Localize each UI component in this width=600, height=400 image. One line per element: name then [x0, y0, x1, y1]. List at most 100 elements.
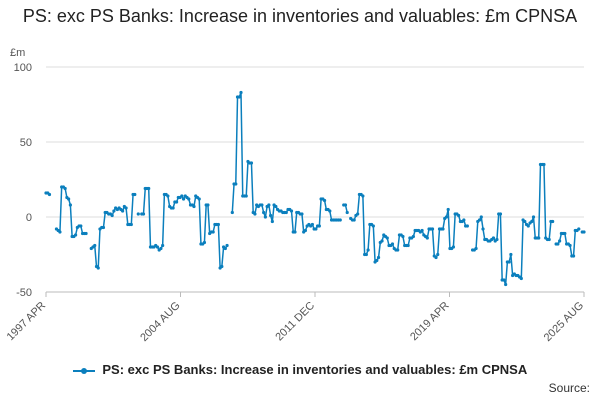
- data-point: [537, 236, 541, 240]
- x-tick-label-2: 2011 DEC: [273, 300, 317, 344]
- data-point: [79, 224, 83, 228]
- y-tick-label-2: 50: [20, 137, 32, 149]
- data-point: [526, 224, 530, 228]
- data-point: [74, 233, 78, 237]
- data-point: [133, 192, 137, 197]
- data-point: [385, 236, 389, 240]
- data-point: [47, 192, 52, 197]
- data-point: [568, 243, 572, 248]
- data-point: [338, 218, 342, 222]
- data-point: [551, 219, 555, 224]
- data-point: [366, 248, 370, 252]
- data-point: [457, 213, 461, 218]
- data-point: [530, 219, 534, 224]
- data-point: [249, 161, 254, 165]
- data-point: [310, 222, 314, 227]
- data-point: [206, 203, 210, 207]
- data-point: [124, 206, 128, 210]
- data-point: [343, 203, 348, 207]
- data-point: [161, 243, 165, 248]
- data-point: [234, 182, 238, 186]
- y-tick-label-1: 0: [26, 212, 32, 224]
- data-point: [93, 243, 97, 248]
- data-point: [269, 213, 273, 218]
- data-point: [444, 215, 449, 219]
- data-point: [136, 212, 140, 216]
- data-point: [411, 234, 415, 239]
- data-point: [112, 209, 116, 213]
- data-point: [406, 243, 410, 248]
- data-point: [481, 227, 485, 231]
- data-point: [477, 218, 482, 222]
- data-point: [474, 246, 478, 251]
- x-tick-label-4: 2025 AUG: [542, 300, 586, 344]
- data-point: [67, 197, 71, 201]
- data-point: [352, 218, 356, 222]
- data-point: [436, 252, 440, 257]
- data-point: [230, 210, 234, 215]
- data-point: [371, 224, 375, 228]
- series-line-0: [46, 91, 584, 286]
- data-point: [244, 194, 248, 198]
- data-point: [159, 246, 163, 251]
- data-point: [563, 231, 567, 236]
- data-point: [380, 239, 384, 243]
- legend-label: PS: exc PS Banks: Increase in inventorie…: [102, 362, 528, 377]
- data-point: [96, 266, 100, 270]
- data-point: [171, 206, 175, 210]
- data-point: [181, 197, 186, 201]
- data-point: [322, 198, 327, 203]
- data-point: [223, 246, 227, 251]
- data-point: [547, 237, 551, 242]
- data-point: [237, 95, 241, 99]
- data-point: [479, 215, 483, 219]
- data-point: [364, 252, 368, 257]
- data-point: [396, 248, 400, 252]
- data-point: [401, 234, 405, 239]
- data-point: [504, 282, 508, 287]
- data-point: [356, 212, 360, 216]
- data-point: [220, 264, 224, 269]
- data-point: [267, 203, 271, 207]
- data-point: [63, 186, 67, 191]
- data-point: [465, 224, 469, 228]
- data-point: [187, 197, 191, 201]
- data-point: [317, 224, 321, 228]
- data-point: [434, 255, 438, 260]
- data-point: [84, 231, 88, 236]
- data-point: [293, 230, 297, 234]
- data-point: [155, 245, 160, 249]
- data-point: [166, 194, 170, 198]
- data-point: [495, 237, 499, 242]
- data-point: [361, 194, 365, 198]
- series-layer: [44, 90, 586, 287]
- data-point: [523, 219, 527, 224]
- data-point: [462, 218, 466, 222]
- data-point: [58, 230, 62, 234]
- axes: -50 0 50 100 £m 1997 APR 2004 AUG 2011 DEC 2019 …: [5, 47, 587, 344]
- data-point: [556, 242, 560, 246]
- data-point: [430, 227, 435, 231]
- data-point: [110, 213, 114, 218]
- x-tick-label-3: 2019 APR: [408, 300, 452, 344]
- data-point: [531, 215, 536, 219]
- data-point: [451, 245, 456, 249]
- data-point: [284, 210, 288, 215]
- data-point: [174, 200, 179, 204]
- data-point: [129, 222, 133, 227]
- data-point: [225, 243, 229, 248]
- data-point: [507, 260, 511, 264]
- data-point: [542, 162, 546, 167]
- data-point: [519, 276, 523, 281]
- data-point: [491, 236, 496, 240]
- data-point: [425, 236, 429, 240]
- y-tick-label-0: -50: [16, 287, 32, 299]
- data-point: [180, 194, 184, 198]
- data-point: [289, 209, 294, 213]
- data-point: [197, 197, 201, 201]
- data-point: [345, 210, 349, 215]
- data-point: [239, 90, 243, 95]
- data-point: [509, 252, 513, 257]
- data-point: [571, 254, 576, 258]
